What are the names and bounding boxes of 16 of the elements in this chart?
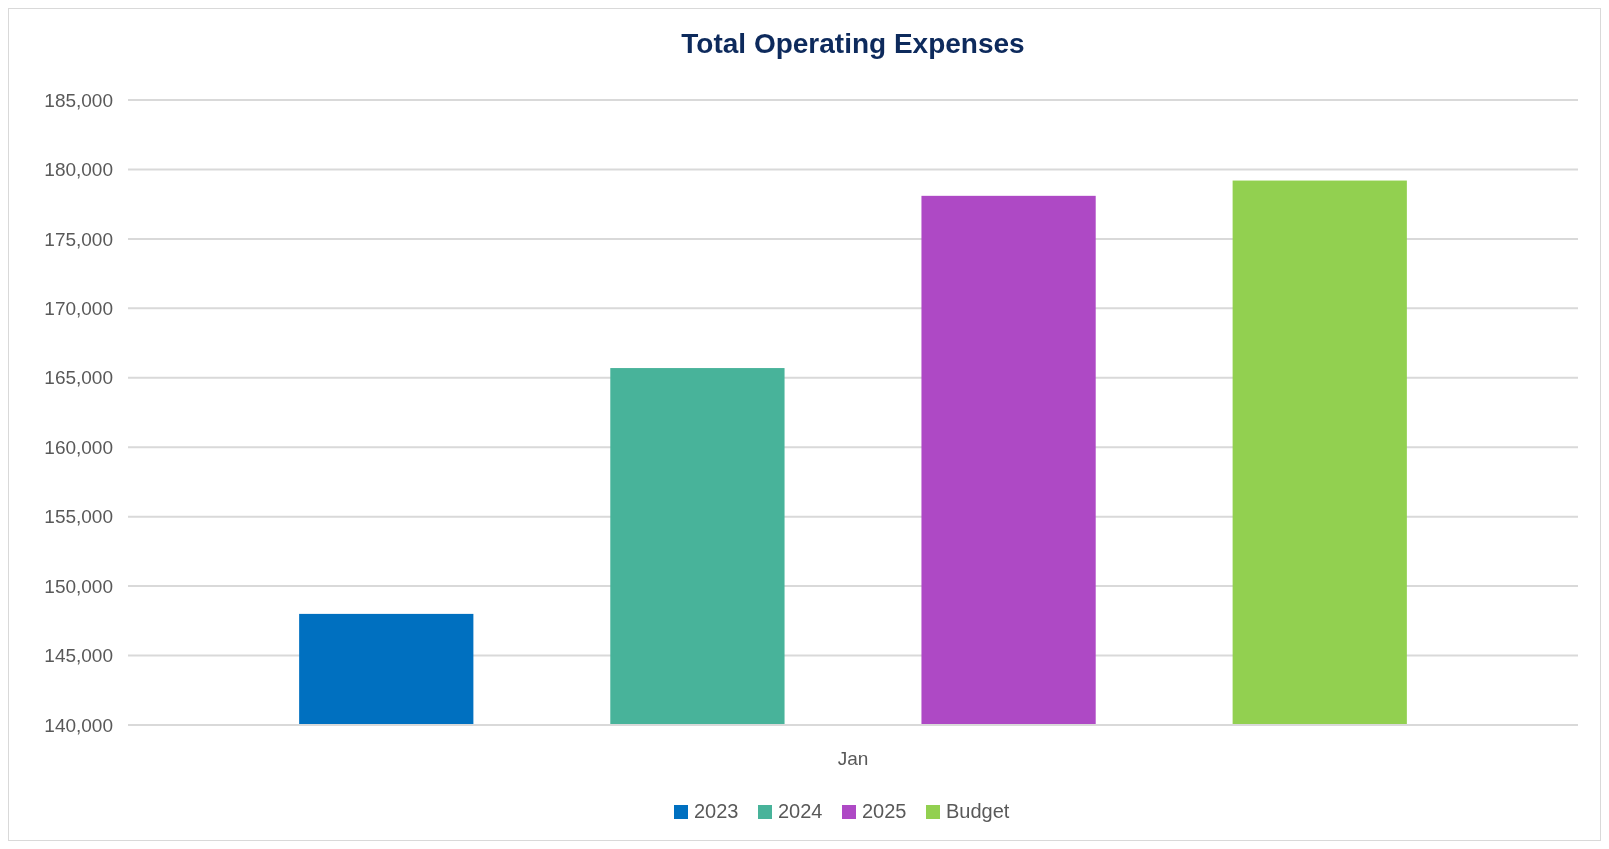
y-tick-label: 175,000 [44, 228, 113, 250]
legend-label: Budget [946, 800, 1010, 822]
y-tick-label: 160,000 [44, 436, 113, 458]
y-tick-label: 180,000 [44, 159, 113, 181]
y-tick-label: 165,000 [44, 367, 113, 389]
y-tick-label: 145,000 [44, 645, 113, 667]
legend-label: 2023 [694, 800, 739, 822]
legend-label: 2024 [778, 800, 823, 822]
y-tick-label: 155,000 [44, 506, 113, 528]
y-tick-label: 140,000 [44, 714, 113, 736]
y-tick-label: 185,000 [44, 89, 113, 111]
y-tick-label: 170,000 [44, 297, 113, 319]
y-tick-label: 150,000 [44, 575, 113, 597]
legend-label: 2025 [862, 800, 907, 822]
x-tick-label: Jan [837, 748, 869, 769]
chart-title: Total Operating Expenses [681, 28, 1025, 59]
